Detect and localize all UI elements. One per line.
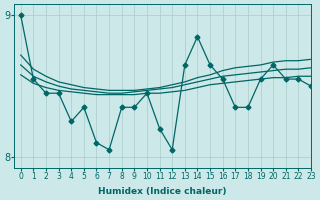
X-axis label: Humidex (Indice chaleur): Humidex (Indice chaleur) (99, 187, 227, 196)
